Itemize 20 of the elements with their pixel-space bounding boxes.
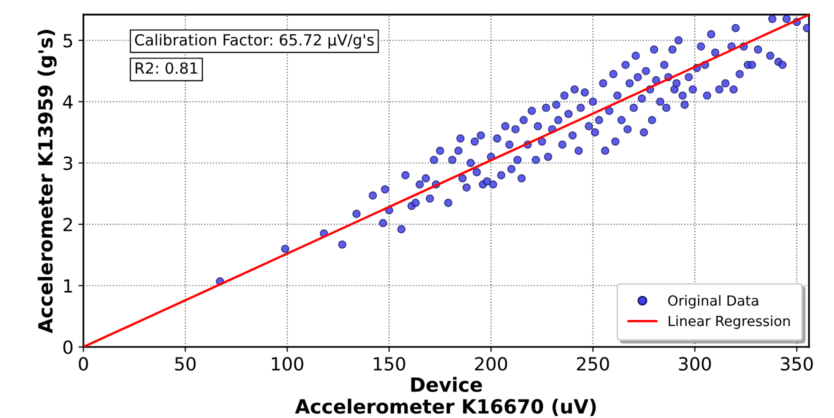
x-tick-label: 0 bbox=[78, 356, 88, 371]
x-tick-label: 100 bbox=[272, 356, 304, 371]
y-tick-label: 1 bbox=[64, 279, 72, 292]
y-tick-label: 4 bbox=[63, 95, 73, 109]
annotation: R2: 0.81 bbox=[136, 62, 198, 74]
annotation: Calibration Factor: 65.72 µV/g's bbox=[135, 34, 374, 49]
y-tick-label: 5 bbox=[64, 34, 72, 48]
y-axis-title: Accelerometer K13959 (g's) bbox=[38, 30, 57, 334]
x-tick-label: 150 bbox=[374, 356, 406, 371]
x-tick-label: 300 bbox=[678, 356, 711, 371]
y-tick-label: 2 bbox=[64, 218, 72, 232]
x-tick-label: 250 bbox=[577, 356, 609, 371]
y-tick-label: 3 bbox=[64, 156, 72, 170]
legend-label: Linear Regression bbox=[668, 315, 790, 329]
x-tick-label: 350 bbox=[780, 356, 813, 371]
x-tick-label: 50 bbox=[175, 356, 196, 371]
x-tick-label: 200 bbox=[475, 356, 508, 371]
legend-label: Original Data bbox=[668, 295, 758, 308]
x-axis-title: Device Accelerometer K16670 (uV) bbox=[295, 376, 596, 416]
y-tick-label: 0 bbox=[63, 340, 72, 354]
